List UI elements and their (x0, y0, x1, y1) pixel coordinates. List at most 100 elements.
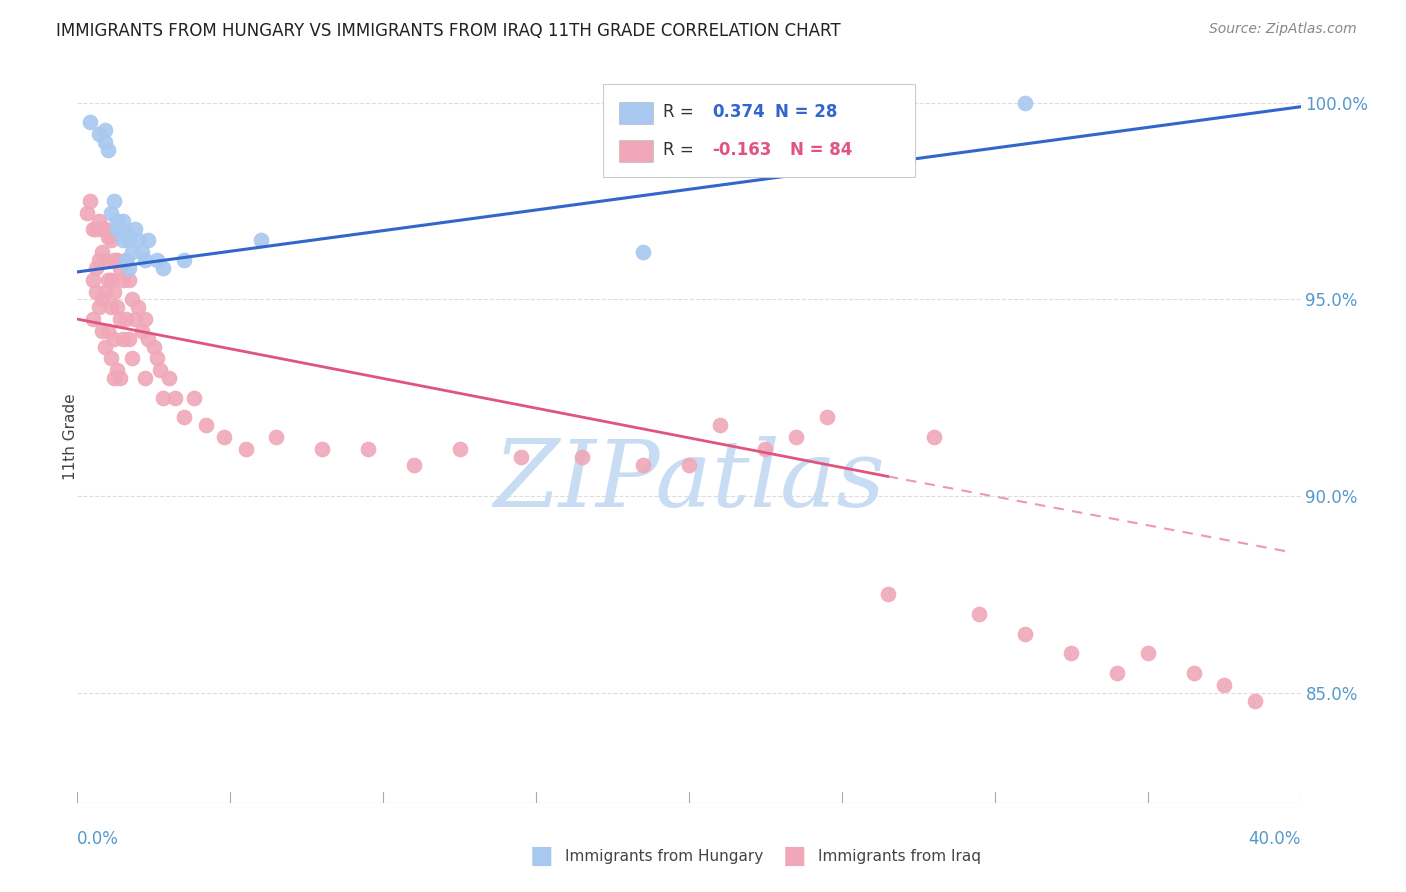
Point (108, 260, 131, 275)
Point (212, 430, 235, 444)
Point (105, 363, 128, 377)
Point (194, 418, 217, 433)
Text: ■: ■ (783, 845, 806, 868)
Point (112, 214, 135, 228)
Point (103, 194, 125, 208)
Point (103, 332, 125, 346)
Point (1136, 646, 1159, 660)
Point (97, 324, 120, 338)
Point (1014, 626, 1036, 640)
Point (631, 245, 654, 260)
Text: 0.374: 0.374 (713, 103, 765, 121)
Text: Source: ZipAtlas.com: Source: ZipAtlas.com (1209, 22, 1357, 37)
Point (785, 430, 807, 444)
Point (131, 324, 153, 338)
Point (100, 206, 122, 220)
Point (146, 351, 169, 366)
Point (115, 253, 138, 268)
Point (571, 450, 593, 464)
Point (94, 221, 117, 235)
Point (1182, 666, 1205, 681)
Point (87, 128, 110, 142)
Point (922, 430, 945, 444)
Text: ■: ■ (530, 845, 553, 868)
Point (90, 245, 112, 260)
Point (264, 430, 287, 444)
Point (100, 234, 122, 248)
FancyBboxPatch shape (619, 102, 654, 124)
Text: 0.0%: 0.0% (77, 830, 120, 848)
Point (165, 391, 187, 405)
Text: IMMIGRANTS FROM HUNGARY VS IMMIGRANTS FROM IRAQ 11TH GRADE CORRELATION CHART: IMMIGRANTS FROM HUNGARY VS IMMIGRANTS FR… (56, 22, 841, 40)
Point (357, 442, 380, 456)
Point (103, 285, 125, 299)
Point (79, 115, 101, 129)
Text: R =: R = (664, 141, 699, 160)
Point (173, 410, 195, 425)
Point (134, 312, 156, 326)
Point (94, 123, 117, 137)
Text: N = 28: N = 28 (775, 103, 837, 121)
Point (103, 371, 125, 385)
Text: ZIPatlas: ZIPatlas (494, 436, 884, 526)
Point (152, 391, 174, 405)
Point (146, 253, 169, 268)
Point (173, 253, 195, 268)
Point (112, 273, 135, 287)
Point (100, 273, 122, 287)
Point (87, 253, 110, 268)
Point (97, 229, 120, 244)
Point (97, 273, 120, 287)
Point (112, 234, 135, 248)
Point (103, 253, 125, 268)
Point (108, 371, 131, 385)
Point (105, 253, 128, 268)
Point (121, 351, 143, 366)
Point (235, 442, 257, 456)
Point (94, 285, 117, 299)
Y-axis label: 11th Grade: 11th Grade (63, 393, 77, 481)
Point (1213, 678, 1236, 692)
Point (94, 253, 117, 268)
Point (876, 587, 898, 601)
Point (90, 293, 112, 307)
Point (94, 135, 117, 149)
Point (79, 194, 101, 208)
Point (183, 391, 205, 405)
Point (678, 458, 700, 472)
Point (157, 371, 180, 385)
Point (118, 260, 141, 275)
FancyBboxPatch shape (603, 84, 915, 178)
Point (108, 312, 131, 326)
Point (509, 450, 531, 464)
Point (152, 260, 174, 275)
Point (128, 301, 150, 315)
Point (76, 206, 98, 220)
FancyBboxPatch shape (619, 140, 654, 162)
Point (128, 234, 150, 248)
Point (118, 273, 141, 287)
Point (631, 458, 654, 472)
Point (131, 245, 153, 260)
Point (108, 221, 131, 235)
Point (1107, 666, 1129, 681)
Point (402, 458, 425, 472)
Text: Immigrants from Iraq: Immigrants from Iraq (818, 849, 981, 863)
Point (121, 245, 143, 260)
Text: R =: R = (664, 103, 699, 121)
Point (136, 234, 159, 248)
Point (90, 221, 112, 235)
Point (134, 253, 156, 268)
Point (100, 351, 122, 366)
Point (124, 221, 146, 235)
Point (118, 332, 141, 346)
Point (87, 301, 110, 315)
Point (115, 312, 138, 326)
Point (136, 332, 159, 346)
Point (142, 340, 165, 354)
Text: 40.0%: 40.0% (1249, 830, 1301, 848)
Text: Immigrants from Hungary: Immigrants from Hungary (565, 849, 763, 863)
Point (97, 143, 120, 157)
Point (1014, 95, 1036, 110)
Point (134, 371, 156, 385)
